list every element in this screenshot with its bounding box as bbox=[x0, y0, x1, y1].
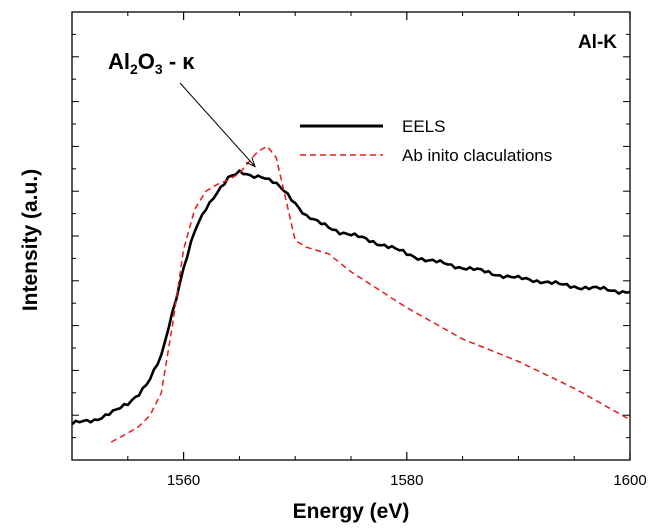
series-line-abinitio bbox=[110, 145, 631, 443]
legend-label-eels: EELS bbox=[402, 117, 445, 136]
legend: EELS Ab inito claculations bbox=[300, 117, 552, 165]
annotation-part-3: - κ bbox=[163, 49, 196, 74]
y-axis-title: Intensity (a.u.) bbox=[19, 169, 42, 311]
annotation-label: Al2O3 - κ bbox=[108, 49, 195, 77]
series-line-eels bbox=[71, 169, 631, 426]
x-tick-label: 1580 bbox=[390, 472, 423, 489]
annotation-arrowhead bbox=[245, 156, 256, 168]
annotation-part-1: Al bbox=[108, 49, 130, 74]
x-tick-label: 1600 bbox=[613, 472, 646, 489]
corner-label: Al-K bbox=[578, 32, 617, 53]
legend-label-abinitio: Ab inito claculations bbox=[402, 146, 552, 165]
annotation-sub-2: 3 bbox=[155, 61, 163, 77]
annotation-part-2: O bbox=[138, 49, 155, 74]
x-tick-label: 1560 bbox=[167, 472, 200, 489]
annotation-arrow bbox=[179, 82, 256, 167]
annotation-sub-1: 2 bbox=[130, 61, 138, 77]
x-axis-title: Energy (eV) bbox=[293, 500, 410, 523]
